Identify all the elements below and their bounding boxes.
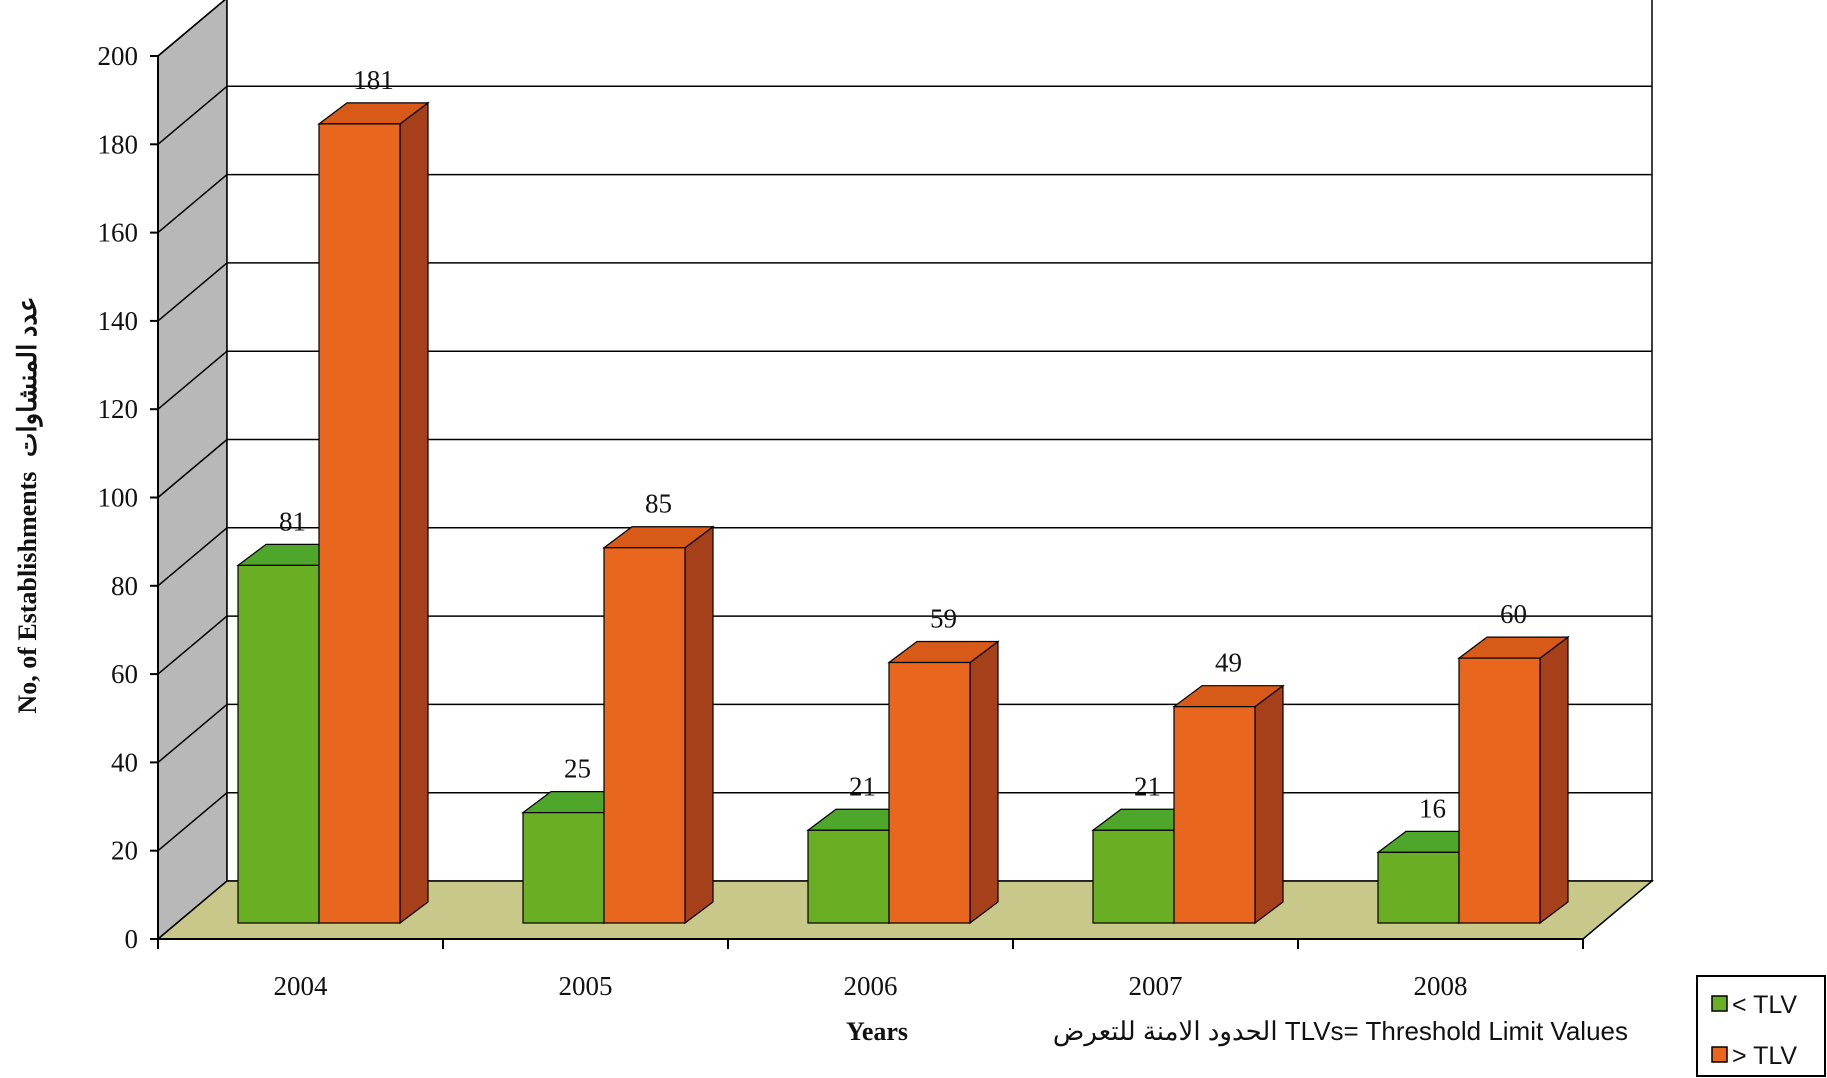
svg-text:No, of Establishments عد: No, of Establishments عدد المنشاوات: [13, 296, 43, 713]
gridline-side: [157, 527, 228, 587]
legend-label-above-tlv: > TLV: [1732, 1042, 1797, 1070]
data-label: 16: [1419, 793, 1446, 823]
x-tick-label: 2004: [274, 971, 329, 1001]
gridline-side: [157, 262, 228, 322]
data-label: 81: [279, 506, 306, 536]
bar-side: [684, 525, 714, 925]
left-wall: [157, 0, 228, 941]
gridline-side: [157, 615, 228, 675]
tlv-note: الحدود الامنة للتعرض TLVs= Threshold Lim…: [1053, 1016, 1628, 1047]
bar-front: [807, 829, 890, 924]
bar-above-tlv: [317, 101, 430, 925]
bar-side: [399, 101, 429, 925]
data-label: 60: [1500, 599, 1527, 629]
gridline-side: [157, 85, 228, 145]
data-label: 49: [1215, 648, 1242, 678]
bar-above-tlv: [887, 640, 1000, 925]
bar-front: [522, 812, 605, 924]
bar-side: [969, 640, 999, 925]
y-tick-label: 80: [111, 571, 138, 601]
y-tick-label: 40: [111, 747, 138, 777]
y-axis-title-en: No, of Establishments: [13, 472, 42, 714]
bar-front: [888, 661, 971, 924]
svg-text:الحدود الامنة للتعرض TLV: الحدود الامنة للتعرض TLVs= Threshold Lim…: [1053, 1016, 1628, 1047]
y-tick-label: 120: [98, 394, 139, 424]
bar-front: [603, 547, 686, 924]
x-tick-label: 2005: [559, 971, 613, 1001]
x-axis-title: Years: [846, 1017, 908, 1046]
x-tick-label: 2007: [1129, 971, 1183, 1001]
x-axis: 2004 2005 2006 2007 2008: [157, 938, 1584, 1001]
y-tick-label: 60: [111, 659, 138, 689]
gridline-side: [157, 792, 228, 852]
x-tick-label: 2006: [844, 971, 898, 1001]
y-axis-title-ar: عدد المنشاوات: [13, 296, 43, 457]
bar-above-tlv: [1172, 684, 1285, 925]
tlv-note-en: TLVs= Threshold Limit Values: [1285, 1016, 1628, 1046]
data-labels: 81 181 25 85 21 59 21 49 16 60: [279, 65, 1527, 823]
tlv-note-ar: الحدود الامنة للتعرض: [1053, 1016, 1278, 1047]
bar-side: [1539, 635, 1569, 925]
bar-front: [237, 564, 320, 924]
y-tick-label: 0: [125, 924, 139, 954]
gridline-side: [157, 703, 228, 763]
data-label: 21: [1134, 771, 1161, 801]
legend-swatch-below-tlv: [1711, 995, 1728, 1012]
data-label: 21: [849, 771, 876, 801]
bars: [236, 101, 1570, 925]
y-tick-label: 140: [98, 306, 139, 336]
y-axis: 0 20 40 60 80 100 120 140 160 180 200: [98, 41, 159, 954]
y-tick-label: 160: [98, 218, 139, 248]
bar-above-tlv: [602, 525, 715, 925]
legend-label-below-tlv: < TLV: [1732, 991, 1797, 1019]
y-tick-label: 180: [98, 129, 139, 159]
legend-box: [1696, 975, 1826, 1077]
bar-side: [1254, 684, 1284, 925]
gridline-side: [157, 350, 228, 410]
y-tick-label: 100: [98, 483, 139, 513]
data-label: 59: [930, 604, 957, 634]
y-axis-title: No, of Establishments عدد المنشاوات: [13, 296, 43, 713]
bar-front: [1092, 829, 1175, 924]
data-label: 181: [353, 65, 394, 95]
bar-front: [318, 123, 401, 924]
gridline-side: [157, 174, 228, 234]
x-tick-label: 2008: [1414, 971, 1468, 1001]
legend-swatch-above-tlv: [1711, 1046, 1728, 1063]
gridline-side: [157, 438, 228, 499]
data-label: 25: [564, 754, 591, 784]
bar-front: [1173, 706, 1256, 924]
gridline-side: [157, 0, 226, 57]
y-tick-label: 200: [98, 41, 139, 71]
data-label: 85: [645, 489, 672, 519]
legend: < TLV > TLV: [1696, 975, 1826, 1077]
bar-above-tlv: [1457, 635, 1570, 925]
bar-front: [1377, 851, 1460, 924]
bar-front: [1458, 657, 1541, 924]
y-tick-label: 20: [111, 836, 138, 866]
